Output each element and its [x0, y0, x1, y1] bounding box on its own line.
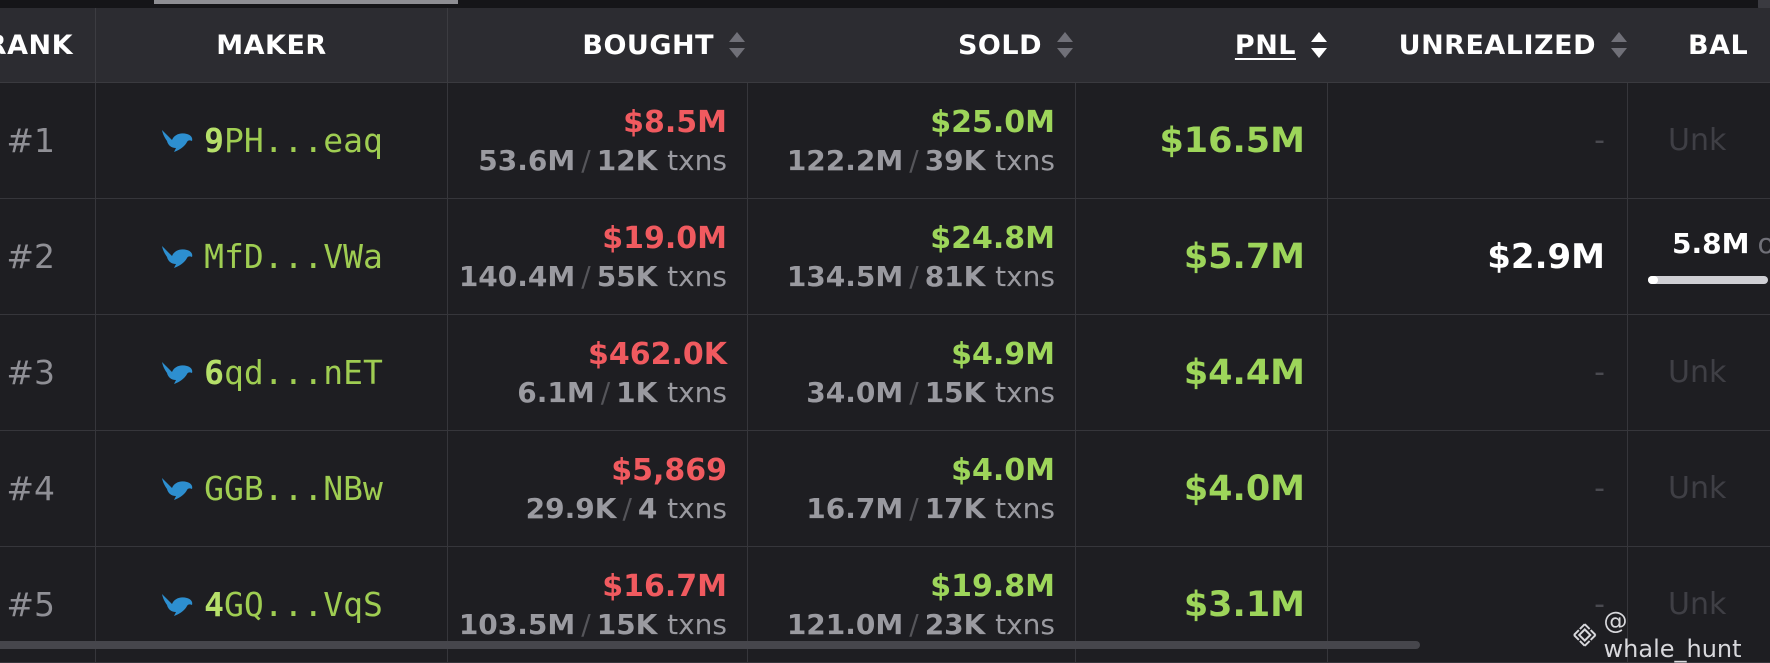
unrealized-header-label: UNREALIZED [1398, 29, 1596, 61]
bought-cell: $19.0M 140.4M/55K txns [448, 199, 748, 314]
column-header-pnl[interactable]: PNL [1076, 8, 1328, 82]
maker-address-link[interactable]: MfD...VWa [204, 237, 383, 276]
column-header-unrealized[interactable]: UNREALIZED [1328, 8, 1628, 82]
sold-header-label: SOLD [957, 29, 1042, 61]
table-header: RANK MAKER BOUGHT SOLD PNL UNREALIZED BA… [0, 8, 1770, 83]
watermark: @ whale_hunt [1572, 607, 1770, 663]
balance-cell: Unk [1668, 123, 1727, 158]
balance-cell: 5.8M o [1628, 199, 1770, 314]
watermark-handle: @ whale_hunt [1603, 607, 1742, 663]
table-row[interactable]: #4 GGB...NBw $5,869 29.9K/4 txns $4.0M 1… [0, 431, 1770, 547]
table-row[interactable]: #2 MfD...VWa $19.0M 140.4M/55K txns $24.… [0, 199, 1770, 315]
sold-usd: $4.0M [951, 452, 1055, 488]
pnl-cell: $5.7M [1076, 199, 1328, 314]
rank-cell: #4 [0, 431, 96, 546]
bought-header-label: BOUGHT [582, 29, 714, 61]
whale-icon [162, 593, 193, 616]
unrealized-cell: - [1328, 83, 1628, 198]
rank-cell: #2 [0, 199, 96, 314]
pnl-cell: $4.0M [1076, 431, 1328, 546]
balance-value: 5.8M o [1672, 227, 1770, 260]
unrealized-cell: $2.9M [1328, 199, 1628, 314]
bought-cell: $8.5M 53.6M/12K txns [448, 83, 748, 198]
bought-cell: $5,869 29.9K/4 txns [448, 431, 748, 546]
sort-icon[interactable] [1056, 30, 1074, 60]
column-header-balance[interactable]: BAL [1688, 8, 1770, 82]
scrollbar-corner[interactable] [1758, 0, 1770, 10]
rank-header-label: RANK [0, 29, 73, 61]
table-row[interactable]: #3 6qd...nET $462.0K 6.1M/1K txns $4.9M … [0, 315, 1770, 431]
whale-icon [162, 361, 193, 384]
balance-progress-bar [1648, 276, 1768, 284]
pnl-cell: $3.1M [1076, 547, 1328, 662]
sold-cell: $25.0M 122.2M/39K txns [748, 83, 1076, 198]
balance-header-label: BAL [1688, 29, 1749, 61]
balance-cell: Unk [1668, 471, 1727, 506]
bought-detail: 103.5M/15K txns [458, 607, 727, 641]
bought-cell: $16.7M 103.5M/15K txns [448, 547, 748, 662]
sold-detail: 34.0M/15K txns [806, 375, 1055, 409]
bought-usd: $5,869 [611, 452, 727, 488]
whale-icon [162, 129, 193, 152]
balance-progress-fill [1648, 276, 1658, 284]
maker-cell[interactable]: 4GQ...VqS [96, 547, 448, 662]
maker-address-link[interactable]: GGB...NBw [204, 469, 383, 508]
sold-detail: 122.2M/39K txns [786, 143, 1055, 177]
bought-usd: $8.5M [623, 104, 727, 140]
bought-detail: 53.6M/12K txns [478, 143, 727, 177]
sort-icon[interactable] [1610, 30, 1628, 60]
rank-cell: #3 [0, 315, 96, 430]
column-header-sold[interactable]: SOLD [748, 8, 1076, 82]
sold-cell: $19.8M 121.0M/23K txns [748, 547, 1076, 662]
sold-usd: $24.8M [930, 220, 1055, 256]
bought-cell: $462.0K 6.1M/1K txns [448, 315, 748, 430]
maker-address-link[interactable]: 4GQ...VqS [204, 585, 383, 624]
maker-address-link[interactable]: 6qd...nET [204, 353, 383, 392]
pnl-header-label: PNL [1234, 29, 1296, 61]
bought-usd: $16.7M [602, 568, 727, 604]
sold-detail: 134.5M/81K txns [786, 259, 1055, 293]
column-header-maker[interactable]: MAKER [96, 8, 448, 82]
sort-active-icon[interactable] [1310, 30, 1328, 60]
maker-cell[interactable]: 6qd...nET [96, 315, 448, 430]
maker-cell[interactable]: 9PH...eaq [96, 83, 448, 198]
rank-cell: #5 [0, 547, 96, 662]
balance-cell: Unk [1668, 355, 1727, 390]
bought-usd: $19.0M [602, 220, 727, 256]
maker-header-label: MAKER [216, 29, 327, 61]
sold-usd: $25.0M [930, 104, 1055, 140]
sold-usd: $4.9M [951, 336, 1055, 372]
table-row[interactable]: #1 9PH...eaq $8.5M 53.6M/12K txns $25.0M… [0, 83, 1770, 199]
whale-icon [162, 245, 193, 268]
column-header-rank[interactable]: RANK [0, 8, 96, 82]
sold-usd: $19.8M [930, 568, 1055, 604]
active-tab-indicator [154, 0, 458, 4]
horizontal-scrollbar[interactable] [0, 641, 1420, 649]
pnl-cell: $16.5M [1076, 83, 1328, 198]
sold-detail: 16.7M/17K txns [806, 491, 1055, 525]
top-strip [0, 0, 1770, 8]
unrealized-cell: - [1328, 315, 1628, 430]
balance-cell: Unk [1668, 587, 1727, 622]
unrealized-cell: - [1328, 547, 1628, 662]
rank-cell: #1 [0, 83, 96, 198]
bought-usd: $462.0K [587, 336, 727, 372]
pnl-cell: $4.4M [1076, 315, 1328, 430]
sold-cell: $24.8M 134.5M/81K txns [748, 199, 1076, 314]
unrealized-cell: - [1328, 431, 1628, 546]
sold-cell: $4.9M 34.0M/15K txns [748, 315, 1076, 430]
whale-icon [162, 477, 193, 500]
maker-cell[interactable]: GGB...NBw [96, 431, 448, 546]
bought-detail: 29.9K/4 txns [525, 491, 727, 525]
bought-detail: 140.4M/55K txns [458, 259, 727, 293]
bought-detail: 6.1M/1K txns [517, 375, 727, 409]
sold-cell: $4.0M 16.7M/17K txns [748, 431, 1076, 546]
maker-cell[interactable]: MfD...VWa [96, 199, 448, 314]
sold-detail: 121.0M/23K txns [786, 607, 1055, 641]
column-header-bought[interactable]: BOUGHT [448, 8, 748, 82]
sort-icon[interactable] [728, 30, 746, 60]
binance-logo-icon [1573, 623, 1597, 647]
maker-address-link[interactable]: 9PH...eaq [204, 121, 383, 160]
